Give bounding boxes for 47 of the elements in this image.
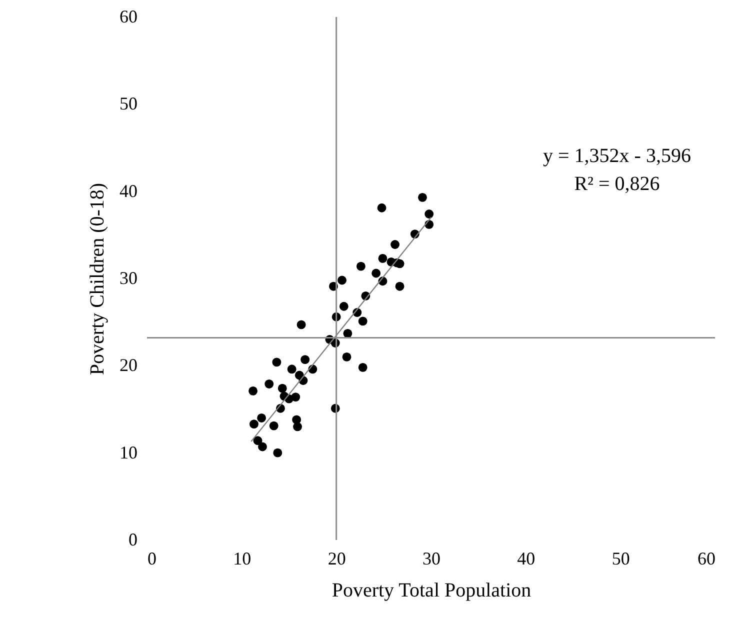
point [339,302,348,311]
x-tick-label: 0 [148,548,156,568]
point [377,203,386,212]
y-tick-label: 30 [120,268,138,288]
y-tick-label: 20 [120,355,138,376]
x-axis-title: Poverty Total Population [332,580,532,602]
x-tick-label: 60 [698,548,716,568]
x-tick-label: 40 [517,548,536,568]
point [272,358,282,367]
point [390,240,400,249]
x-tick-label: 10 [233,548,252,568]
point [300,355,310,364]
point [278,384,287,393]
point [424,210,434,218]
point [358,362,368,372]
point [418,192,427,202]
point [287,364,296,374]
point [253,436,262,446]
point [293,422,302,432]
point [378,254,388,263]
x-tick-label: 20 [328,548,346,568]
point [296,320,306,330]
point [250,420,258,429]
point [273,448,282,458]
point [358,316,368,326]
point [342,352,352,362]
y-tick-label: 60 [120,6,138,26]
x-tick-label: 30 [422,548,440,568]
point [264,380,274,388]
point [395,282,404,291]
y-tick-label: 10 [120,442,138,462]
point [372,268,381,278]
y-axis-title: Poverty Children (0-18) [86,182,108,376]
x-tick-label: 50 [612,548,630,568]
point [343,328,352,338]
annotation: y = 1,352x - 3,596 [543,145,691,167]
y-tick-label: 50 [120,94,138,114]
point [257,414,266,422]
point [248,386,258,396]
y-tick-label: 0 [128,530,138,550]
point [269,421,278,430]
point [338,276,346,285]
annotation: R² = 0,826 [574,173,660,195]
point [258,442,267,452]
point [291,392,300,402]
point [356,262,366,271]
y-tick-label: 40 [120,180,138,201]
